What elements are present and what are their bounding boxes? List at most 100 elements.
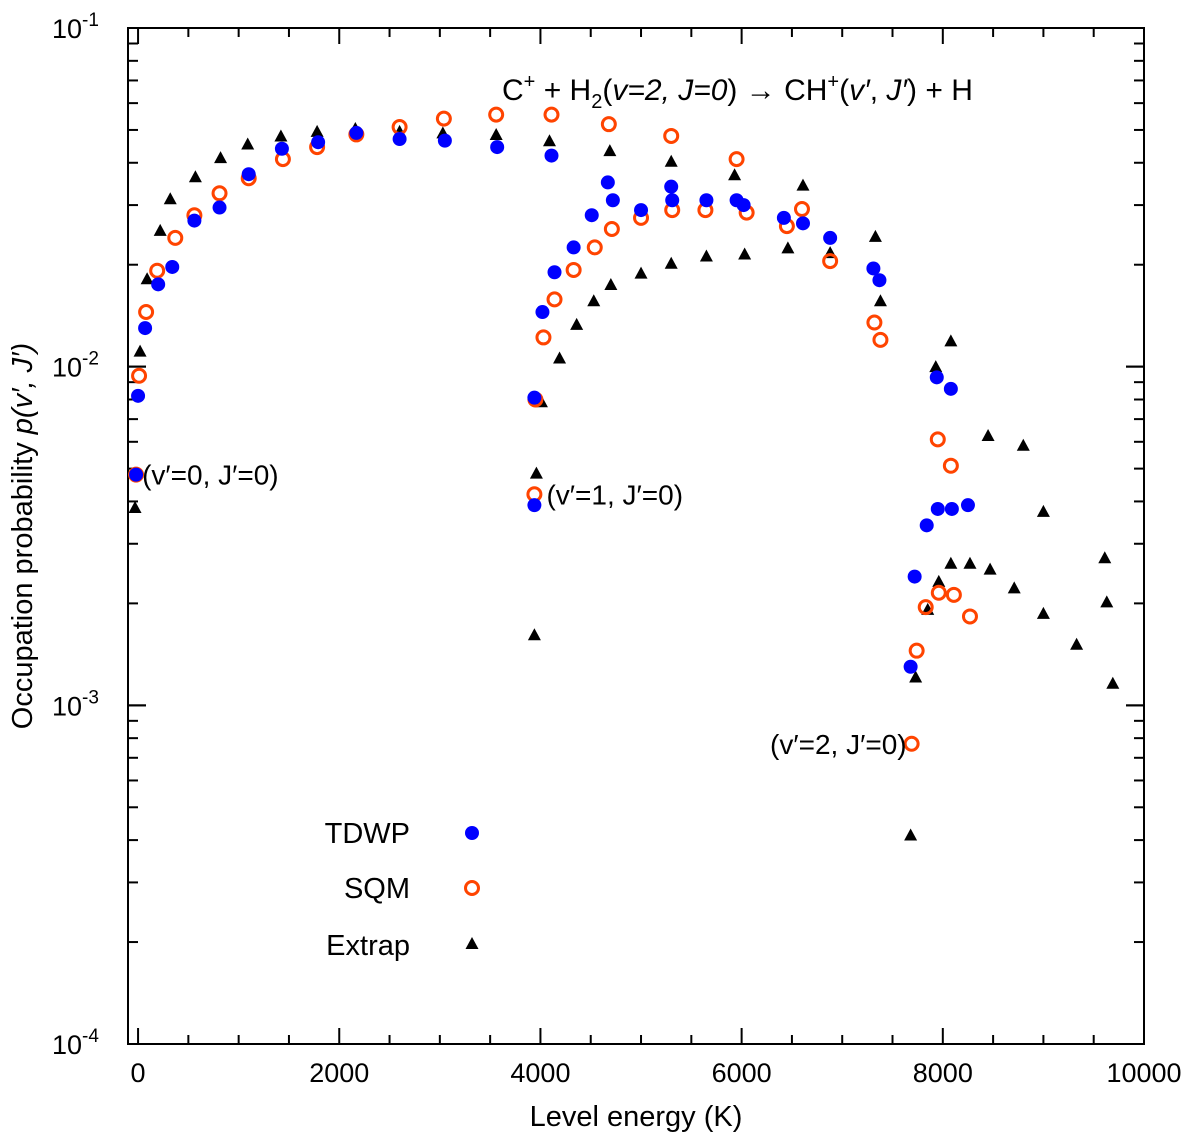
point-tdwp [566,240,581,255]
point-sqm [535,329,552,346]
point-extrap [728,168,742,181]
legend-marker-tdwp [465,826,479,840]
point-sqm [600,116,617,133]
point-sqm [908,642,925,659]
point-sqm [603,220,620,237]
point-sqm [663,127,680,144]
point-extrap [241,137,255,150]
y-tick-label: 10-3 [52,687,99,721]
point-extrap [553,351,567,364]
y-tick-label: 10-1 [52,10,99,44]
point-sqm [149,262,166,279]
point-tdwp [527,498,542,513]
point-sqm [822,253,839,270]
point-sqm [942,457,959,474]
point-tdwp [349,125,364,140]
point-tdwp [129,467,144,482]
legend-label-tdwp: TDWP [325,818,410,850]
point-tdwp [151,277,166,292]
point-tdwp [241,167,256,182]
point-sqm [435,110,452,127]
point-extrap [944,334,958,347]
point-extrap [634,266,648,279]
point-tdwp [795,216,810,231]
point-extrap [542,134,556,147]
point-extrap [781,241,795,254]
point-extrap [214,151,228,164]
annotations: (v′=0, J′=0) (v′=1, J′=0) (v′=2, J′=0) [142,460,907,760]
point-extrap [128,500,142,513]
point-sqm [211,185,228,202]
legend: TDWP SQM Extrap [325,818,480,962]
point-extrap [909,670,923,683]
point-tdwp [165,259,180,274]
point-tdwp [187,213,202,228]
legend-marker-extrap [465,937,479,949]
point-tdwp [535,305,550,320]
point-tdwp [392,132,407,147]
point-extrap [664,256,678,269]
point-sqm [917,599,934,616]
point-extrap [153,223,167,236]
point-extrap [944,556,958,569]
point-extrap [664,154,678,167]
point-extrap [929,360,943,373]
point-tdwp [547,265,562,280]
point-tdwp [736,198,751,213]
point-extrap [904,828,918,841]
point-sqm [793,201,810,218]
point-tdwp [929,370,944,385]
tick-labels: 0 2000 4000 6000 8000 10000 10-4 10-3 10-2 10-1 [52,10,1182,1088]
point-tdwp [907,569,922,584]
point-tdwp [944,501,959,516]
annotation-label: (v′=1, J′=0) [546,479,683,510]
legend-item-tdwp: TDWP [325,818,479,850]
point-tdwp [903,659,918,674]
point-tdwp [437,133,452,148]
point-extrap [1036,504,1050,517]
point-extrap [310,124,324,137]
point-sqm [961,608,978,625]
point-tdwp [490,140,505,155]
point-sqm [945,586,962,603]
x-tick-label: 8000 [913,1058,973,1088]
x-tick-label: 2000 [309,1058,369,1088]
point-extrap [188,170,202,183]
legend-item-extrap: Extrap [326,930,479,962]
point-sqm [903,735,920,752]
point-extrap [932,574,946,587]
point-tdwp [664,179,679,194]
point-tdwp [943,381,958,396]
point-extrap [699,249,713,262]
point-extrap [570,317,584,330]
point-tdwp [699,193,714,208]
point-extrap [1007,581,1021,594]
point-sqm [131,367,148,384]
point-tdwp [138,321,153,336]
point-extrap [1036,606,1050,619]
point-tdwp [131,388,146,403]
point-extrap [796,178,810,191]
point-extrap [1016,438,1030,451]
point-tdwp [634,203,649,218]
point-tdwp [665,193,680,208]
y-axis-title: Occupation probability p(v′, J′) [7,343,39,729]
y-tick-label: 10-4 [52,1026,99,1060]
point-tdwp [823,230,838,245]
point-extrap [981,428,995,441]
point-sqm [866,314,883,331]
legend-label-sqm: SQM [344,873,410,905]
series-tdwp [129,125,975,674]
point-extrap [738,247,752,260]
point-tdwp [274,141,289,156]
point-extrap [140,272,154,285]
point-extrap [274,129,288,142]
point-tdwp [866,261,881,276]
annotation-label: (v′=2, J′=0) [770,729,907,760]
legend-marker-sqm [464,880,480,896]
point-tdwp [212,200,227,215]
point-extrap [489,127,503,140]
x-tick-label: 0 [131,1058,146,1088]
point-extrap [1098,551,1112,564]
